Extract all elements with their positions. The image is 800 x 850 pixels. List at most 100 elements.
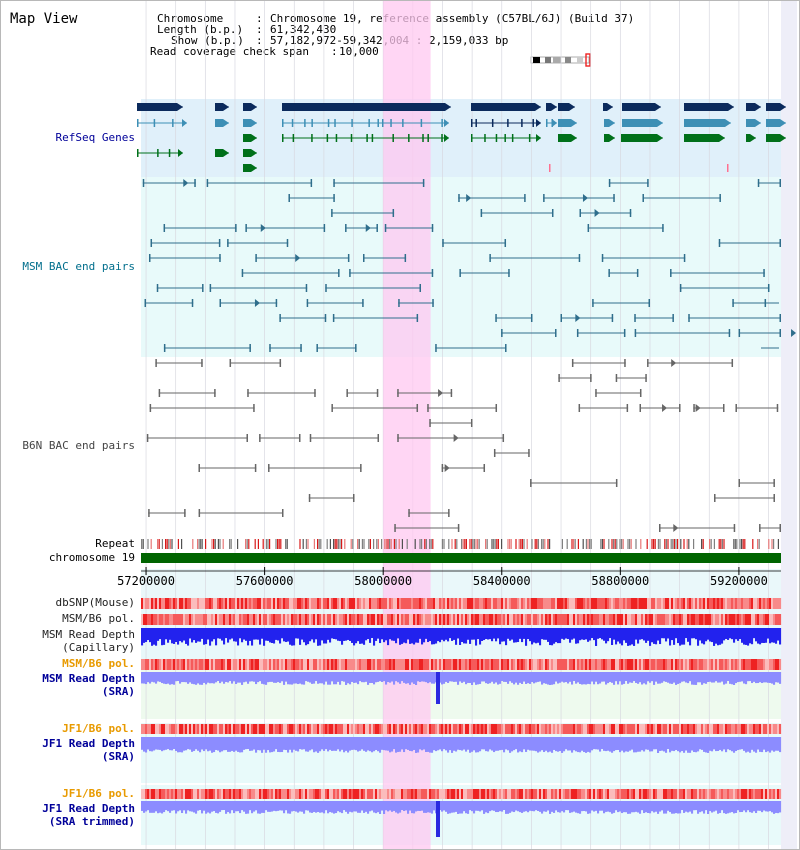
- dbsnp-density[interactable]: [143, 598, 146, 609]
- jf1-b6-polymorphism-trimmed[interactable]: [703, 789, 706, 799]
- dbsnp-density[interactable]: [381, 598, 384, 609]
- b6n-bac-pair-end[interactable]: [155, 359, 157, 367]
- msm-read-depth-capillary[interactable]: [439, 628, 442, 643]
- dbsnp-density[interactable]: [255, 598, 258, 609]
- jf1-read-depth-trimmed[interactable]: [257, 801, 260, 814]
- repeat-element[interactable]: [608, 539, 610, 549]
- msm-read-depth-sra[interactable]: [679, 672, 682, 684]
- dbsnp-density[interactable]: [413, 598, 416, 609]
- msm-read-depth-sra[interactable]: [695, 672, 698, 685]
- msm-read-depth-capillary[interactable]: [453, 628, 456, 640]
- dbsnp-density[interactable]: [665, 598, 668, 609]
- dbsnp-density[interactable]: [289, 598, 292, 609]
- msm-b6-polymorphism[interactable]: [159, 614, 162, 625]
- msm-read-depth-sra[interactable]: [525, 672, 528, 684]
- jf1-b6-polymorphism[interactable]: [671, 724, 674, 734]
- msm-bac-pair-end[interactable]: [587, 224, 590, 232]
- msm-read-depth-capillary[interactable]: [311, 628, 314, 640]
- dbsnp-density[interactable]: [239, 598, 242, 609]
- msm-b6-polymorphism[interactable]: [683, 614, 686, 625]
- repeat-element[interactable]: [334, 539, 336, 549]
- jf1-read-depth-sra[interactable]: [253, 737, 256, 750]
- dbsnp-density[interactable]: [427, 598, 430, 609]
- msm-read-depth-capillary[interactable]: [527, 628, 530, 640]
- jf1-read-depth-trimmed[interactable]: [479, 801, 482, 812]
- jf1-read-depth-sra[interactable]: [349, 737, 352, 751]
- jf1-b6-polymorphism-trimmed[interactable]: [245, 789, 248, 799]
- jf1-read-depth-sra[interactable]: [259, 737, 262, 751]
- msm-bac-pair-end[interactable]: [611, 314, 614, 322]
- jf1-b6-polymorphism[interactable]: [419, 724, 422, 734]
- refseq-transcript-exon[interactable]: [326, 134, 329, 142]
- msm-read-depth-capillary[interactable]: [599, 628, 602, 639]
- dbsnp-density[interactable]: [347, 598, 350, 609]
- msm-read-depth-capillary[interactable]: [567, 628, 570, 640]
- msm-b6-polymorphism[interactable]: [217, 614, 220, 625]
- jf1-b6-polymorphism-trimmed[interactable]: [165, 789, 168, 799]
- dbsnp-density[interactable]: [519, 598, 522, 609]
- refseq-transcript-exon[interactable]: [402, 119, 404, 127]
- jf1-read-depth-sra[interactable]: [421, 737, 424, 751]
- msm-read-depth-capillary[interactable]: [255, 628, 258, 640]
- jf1-read-depth-sra[interactable]: [445, 737, 448, 751]
- jf1-b6-polymorphism-trimmed[interactable]: [407, 789, 410, 799]
- jf1-read-depth-trimmed[interactable]: [661, 801, 664, 811]
- jf1-read-depth-sra[interactable]: [691, 737, 694, 751]
- jf1-b6-polymorphism-trimmed[interactable]: [667, 789, 670, 799]
- msm-b6-polymorphism[interactable]: [473, 614, 476, 625]
- msm-b6-polymorphism[interactable]: [151, 614, 154, 625]
- jf1-read-depth-sra[interactable]: [717, 737, 720, 752]
- jf1-b6-polymorphism[interactable]: [557, 724, 560, 734]
- jf1-b6-polymorphism-trimmed[interactable]: [551, 789, 554, 799]
- repeat-element[interactable]: [630, 539, 632, 549]
- jf1-read-depth-sra[interactable]: [663, 737, 666, 752]
- msm-b6-polymorphism-sra[interactable]: [715, 659, 718, 670]
- msm-b6-polymorphism[interactable]: [201, 614, 204, 625]
- msm-read-depth-capillary[interactable]: [777, 628, 780, 641]
- jf1-b6-polymorphism[interactable]: [757, 724, 760, 734]
- jf1-read-depth-trimmed[interactable]: [235, 801, 238, 812]
- b6n-bac-pair-end[interactable]: [679, 404, 681, 412]
- msm-b6-polymorphism[interactable]: [223, 614, 226, 625]
- refseq-transcript-exon[interactable]: [292, 134, 295, 142]
- jf1-read-depth-trimmed[interactable]: [227, 801, 230, 813]
- jf1-read-depth-sra[interactable]: [141, 737, 144, 750]
- msm-b6-polymorphism-sra[interactable]: [341, 659, 344, 670]
- jf1-read-depth-trimmed[interactable]: [619, 801, 622, 812]
- repeat-element[interactable]: [219, 539, 221, 549]
- msm-b6-polymorphism[interactable]: [641, 614, 644, 625]
- msm-b6-polymorphism-sra[interactable]: [237, 659, 240, 670]
- refseq-gene-exon[interactable]: [243, 164, 251, 172]
- jf1-b6-polymorphism[interactable]: [351, 724, 354, 734]
- msm-read-depth-sra[interactable]: [481, 672, 484, 682]
- jf1-read-depth-sra[interactable]: [589, 737, 592, 753]
- msm-read-depth-capillary[interactable]: [145, 628, 148, 642]
- b6n-bac-pair-end[interactable]: [578, 404, 581, 412]
- jf1-read-depth-trimmed[interactable]: [289, 801, 292, 814]
- msm-b6-polymorphism-sra[interactable]: [331, 659, 334, 670]
- jf1-read-depth-trimmed[interactable]: [223, 801, 226, 811]
- jf1-read-depth-sra[interactable]: [361, 737, 364, 750]
- msm-b6-polymorphism-sra[interactable]: [755, 659, 758, 670]
- msm-read-depth-sra[interactable]: [761, 672, 764, 684]
- repeat-element[interactable]: [142, 539, 144, 549]
- msm-read-depth-sra[interactable]: [551, 672, 554, 685]
- jf1-b6-polymorphism[interactable]: [199, 724, 202, 734]
- jf1-b6-polymorphism-trimmed[interactable]: [771, 789, 774, 799]
- jf1-b6-polymorphism-trimmed[interactable]: [273, 789, 276, 799]
- msm-b6-polymorphism[interactable]: [559, 614, 562, 625]
- jf1-b6-polymorphism-trimmed[interactable]: [493, 789, 496, 799]
- jf1-read-depth-trimmed[interactable]: [191, 801, 194, 812]
- msm-b6-polymorphism-sra[interactable]: [161, 659, 164, 670]
- jf1-read-depth-sra[interactable]: [291, 737, 294, 753]
- repeat-element[interactable]: [777, 539, 779, 549]
- b6n-bac-pair-end[interactable]: [184, 509, 186, 517]
- msm-b6-polymorphism[interactable]: [147, 614, 150, 625]
- repeat-element[interactable]: [456, 539, 458, 549]
- msm-read-depth-sra[interactable]: [613, 672, 616, 685]
- msm-bac-pair-end[interactable]: [543, 194, 545, 202]
- jf1-read-depth-sra[interactable]: [153, 737, 156, 751]
- jf1-b6-polymorphism-trimmed[interactable]: [433, 789, 436, 799]
- msm-b6-polymorphism-sra[interactable]: [559, 659, 562, 670]
- msm-b6-polymorphism-sra[interactable]: [349, 659, 352, 670]
